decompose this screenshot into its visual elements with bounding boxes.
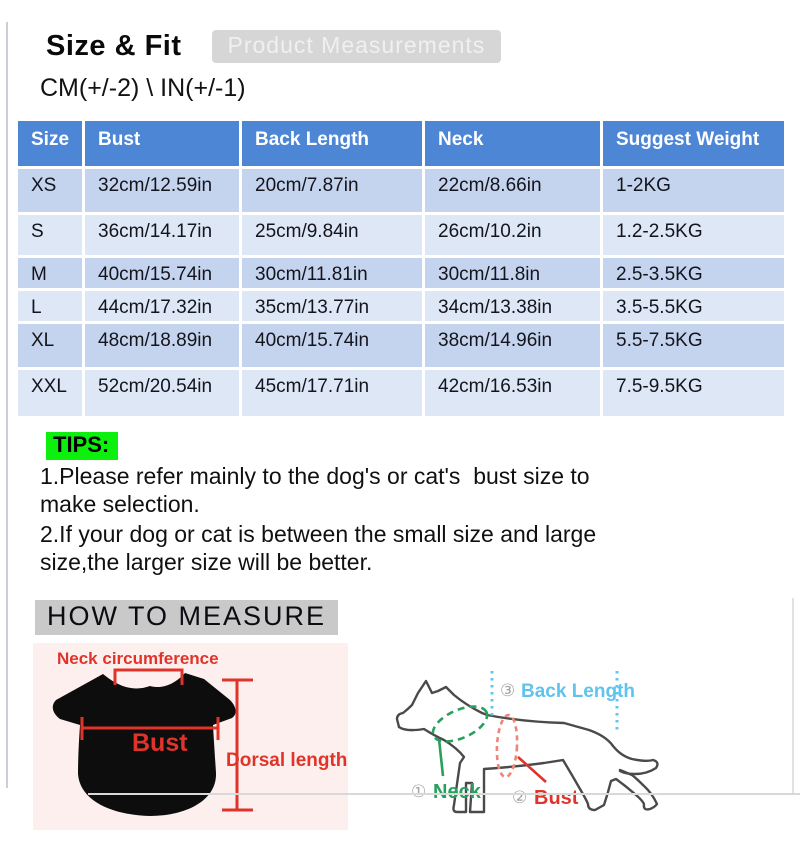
cell-size: M — [18, 258, 82, 288]
table-row: XS 32cm/12.59in 20cm/7.87in 22cm/8.66in … — [18, 169, 784, 212]
bust-pointer-line — [517, 756, 547, 783]
tip-item-1: 1.Please refer mainly to the dog's or ca… — [40, 463, 590, 517]
col-header-neck: Neck — [425, 121, 600, 166]
bust-measure-line — [80, 717, 220, 740]
cell-back: 35cm/13.77in — [242, 291, 422, 321]
cell-neck: 22cm/8.66in — [425, 169, 600, 212]
header: Size & Fit Product Measurements — [0, 0, 800, 63]
circled-1-icon: ① — [411, 782, 426, 801]
cell-neck: 38cm/14.96in — [425, 324, 600, 367]
dog-bust-label: Bust — [534, 787, 579, 809]
cell-back: 25cm/9.84in — [242, 215, 422, 255]
table-row: L 44cm/17.32in 35cm/13.77in 34cm/13.38in… — [18, 291, 784, 321]
cell-back: 45cm/17.71in — [242, 370, 422, 416]
cell-weight: 2.5-3.5KG — [603, 258, 784, 288]
cell-back: 20cm/7.87in — [242, 169, 422, 212]
cell-weight: 1.2-2.5KG — [603, 215, 784, 255]
cell-size: XL — [18, 324, 82, 367]
cell-bust: 52cm/20.54in — [85, 370, 239, 416]
bust-measure-ellipse — [495, 713, 519, 779]
shirt-bust-label: Bust — [132, 729, 188, 757]
neck-measure-ellipse — [431, 705, 489, 743]
cell-weight: 1-2KG — [603, 169, 784, 212]
product-measurements-badge: Product Measurements — [211, 30, 502, 63]
shirt-silhouette-icon — [52, 673, 236, 816]
col-header-size: Size — [18, 121, 82, 166]
tips-heading: TIPS: — [46, 432, 119, 460]
cell-size: S — [18, 215, 82, 255]
page-title: Size & Fit — [46, 30, 182, 62]
col-header-back: Back Length — [242, 121, 422, 166]
neck-pointer-line — [437, 738, 445, 777]
page-edge-left — [6, 22, 8, 788]
cell-weight: 3.5-5.5KG — [603, 291, 784, 321]
table-row: XXL 52cm/20.54in 45cm/17.71in 42cm/16.53… — [18, 370, 784, 416]
size-chart-table: Size Bust Back Length Neck Suggest Weigh… — [15, 118, 787, 419]
measurement-diagrams: Neck circumference Bust Dorsal length ③ … — [33, 643, 800, 843]
neck-measure-bracket — [113, 668, 184, 685]
table-header-row: Size Bust Back Length Neck Suggest Weigh… — [18, 121, 784, 166]
cell-bust: 44cm/17.32in — [85, 291, 239, 321]
cell-bust: 36cm/14.17in — [85, 215, 239, 255]
cell-size: XS — [18, 169, 82, 212]
shirt-diagram: Neck circumference Bust Dorsal length — [33, 643, 348, 830]
cell-neck: 30cm/11.8in — [425, 258, 600, 288]
dog-diagram: ③ Back Length ① Neck ② Bust — [395, 671, 659, 814]
table-row: XL 48cm/18.89in 40cm/15.74in 38cm/14.96i… — [18, 324, 784, 367]
page-edge-right — [792, 598, 794, 793]
tolerance-note: CM(+/-2) \ IN(+/-1) — [40, 74, 246, 102]
shirt-dorsal-label: Dorsal length — [226, 750, 347, 771]
cell-back: 30cm/11.81in — [242, 258, 422, 288]
circled-2-icon: ② — [512, 788, 527, 807]
cell-weight: 5.5-7.5KG — [603, 324, 784, 367]
tip-item-2: 2.If your dog or cat is between the smal… — [40, 521, 597, 575]
circled-3-icon: ③ — [500, 681, 515, 700]
cell-back: 40cm/15.74in — [242, 324, 422, 367]
cell-size: XXL — [18, 370, 82, 416]
cell-neck: 42cm/16.53in — [425, 370, 600, 416]
table-row: S 36cm/14.17in 25cm/9.84in 26cm/10.2in 1… — [18, 215, 784, 255]
cell-bust: 32cm/12.59in — [85, 169, 239, 212]
dog-neck-label: Neck — [433, 781, 482, 803]
col-header-bust: Bust — [85, 121, 239, 166]
cell-weight: 7.5-9.5KG — [603, 370, 784, 416]
cell-bust: 40cm/15.74in — [85, 258, 239, 288]
tips-section: TIPS: 1.Please refer mainly to the dog's… — [40, 432, 800, 576]
how-to-measure-heading: HOW TO MEASURE — [35, 600, 339, 635]
page-edge-bottom — [88, 793, 800, 795]
cell-size: L — [18, 291, 82, 321]
dog-back-length-label: Back Length — [521, 681, 635, 702]
table-row: M 40cm/15.74in 30cm/11.81in 30cm/11.8in … — [18, 258, 784, 288]
shirt-neck-label: Neck circumference — [57, 649, 219, 668]
cell-neck: 34cm/13.38in — [425, 291, 600, 321]
col-header-weight: Suggest Weight — [603, 121, 784, 166]
cell-bust: 48cm/18.89in — [85, 324, 239, 367]
cell-neck: 26cm/10.2in — [425, 215, 600, 255]
